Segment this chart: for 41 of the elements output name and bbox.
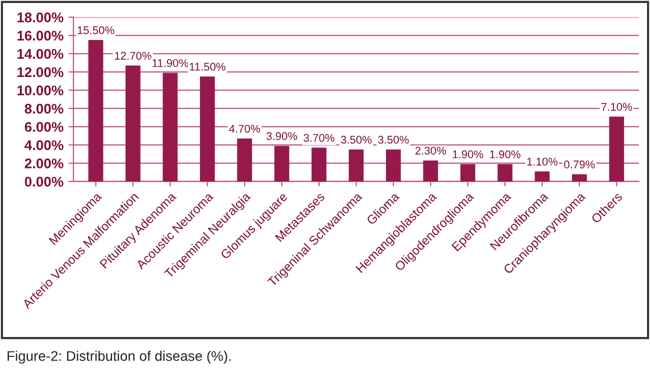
- bar: [572, 174, 587, 182]
- y-tick-label: 18.00%: [18, 12, 64, 22]
- data-label: 3.70%: [304, 134, 334, 142]
- data-label: 1.90%: [452, 150, 484, 158]
- bar: [498, 164, 512, 182]
- y-tick-label: 4.00%: [24, 140, 64, 150]
- y-tick-label: 2.00%: [24, 158, 64, 168]
- data-label: 3.50%: [340, 136, 372, 144]
- bar: [534, 171, 550, 182]
- y-tick-label: 6.00%: [24, 122, 64, 132]
- data-label: 3.50%: [378, 136, 409, 144]
- bar: [348, 150, 364, 182]
- bar: [312, 148, 326, 182]
- data-label: 2.30%: [415, 146, 446, 155]
- data-label: 15.50%: [78, 26, 114, 34]
- bar: [88, 40, 104, 182]
- data-label: 11.50%: [190, 62, 226, 71]
- bar: [237, 138, 252, 182]
- y-tick-label: 10.00%: [18, 86, 64, 96]
- bar: [200, 76, 215, 182]
- bar: [162, 72, 178, 182]
- y-tick-label: 0.00%: [24, 176, 64, 187]
- text: Figure-2: Distribution of disease (%).: [8, 350, 231, 364]
- bar: [126, 66, 140, 182]
- bar: [274, 146, 290, 182]
- data-label: 1.10%: [527, 158, 558, 166]
- bar: [386, 150, 401, 182]
- data-label: 3.90%: [266, 132, 298, 140]
- y-tick-label: 12.00%: [18, 67, 64, 78]
- y-tick-label: 8.00%: [24, 104, 64, 114]
- data-label: 11.90%: [152, 59, 188, 68]
- data-label: 0.79%: [564, 160, 595, 168]
- bar: [609, 116, 624, 182]
- data-label: 7.10%: [601, 102, 632, 111]
- data-label: 4.70%: [229, 124, 260, 133]
- y-tick-label: 14.00%: [18, 49, 64, 59]
- data-label: 1.90%: [490, 150, 520, 158]
- data-label: 12.70%: [114, 52, 152, 60]
- bar: [423, 160, 438, 182]
- bar: [460, 164, 476, 182]
- y-tick-label: 16.00%: [18, 30, 64, 41]
